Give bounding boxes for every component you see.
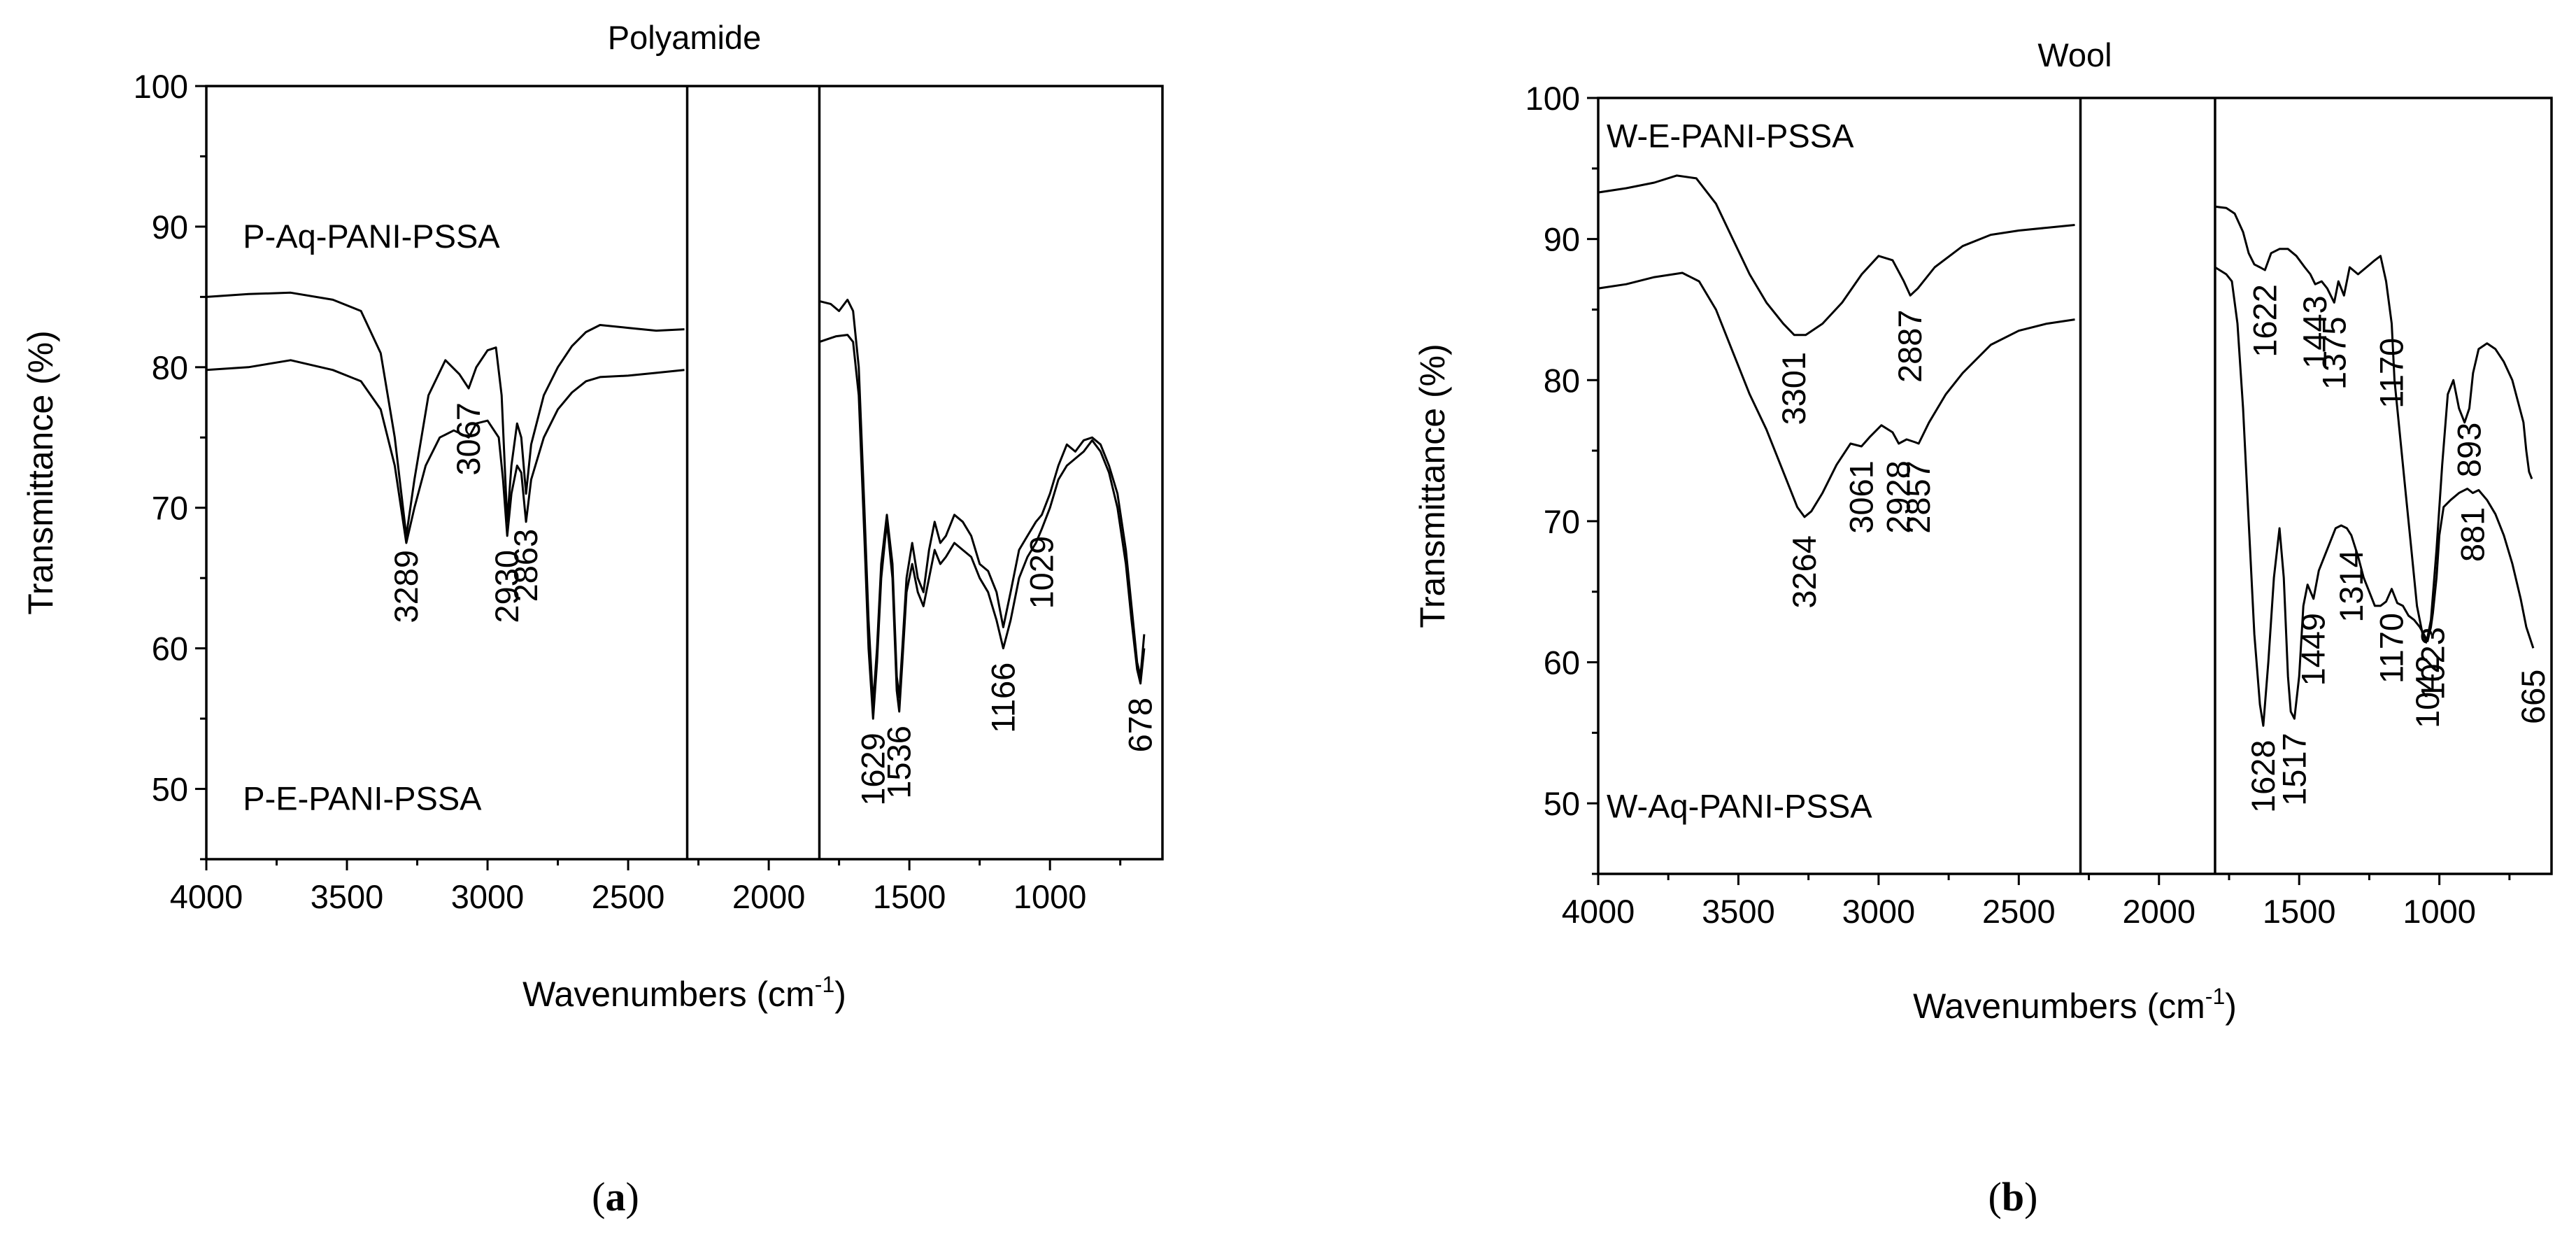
x-tick-label: 3500 <box>1702 893 1775 930</box>
x-tick-label: 1500 <box>2263 893 2336 930</box>
x-axis-title-close: ) <box>2225 987 2237 1026</box>
peak-annotation: 678 <box>1122 698 1159 752</box>
peak-annotation: 2928 <box>1880 460 1917 534</box>
peak-annotation: 1042 <box>2409 655 2446 728</box>
y-axis-title: Transmittance (%) <box>21 330 60 615</box>
x-tick-label: 1000 <box>1013 878 1087 915</box>
peak-annotation: 3264 <box>1786 535 1823 609</box>
plot-frame <box>205 85 1164 861</box>
y-tick-label: 50 <box>1544 785 1580 822</box>
series-line-p-aq-pani-pssa-segment-1 <box>206 291 685 537</box>
x-tick-label: 1000 <box>2403 893 2476 930</box>
peak-annotation: 3289 <box>387 550 425 623</box>
y-tick-label: 90 <box>1544 221 1580 258</box>
series-line-p-e-pani-pssa-segment-2 <box>819 334 1146 720</box>
panel-caption: (b) <box>1988 1174 2038 1220</box>
y-tick-label: 50 <box>152 771 188 808</box>
peak-annotation: 3301 <box>1775 352 1812 425</box>
peak-annotation: 1029 <box>1023 536 1060 609</box>
x-axis-title-superscript: -1 <box>815 972 834 997</box>
panel-caption-close: ) <box>2024 1174 2037 1220</box>
series-label: P-E-PANI-PSSA <box>243 780 482 817</box>
x-tick-label: 3000 <box>1842 893 1916 930</box>
y-axis-title: Transmittance (%) <box>1413 344 1452 628</box>
x-axis-title-main: Wavenumbers (cm <box>1913 987 2205 1026</box>
chart-title: Wool <box>2037 36 2112 73</box>
y-tick-label: 90 <box>152 209 188 246</box>
peak-annotation: 1622 <box>2246 284 2283 358</box>
peak-annotation: 1628 <box>2244 740 2282 813</box>
peak-annotation: 3067 <box>450 402 487 476</box>
x-tick-label: 2500 <box>1982 893 2056 930</box>
y-tick-label: 60 <box>1544 644 1580 681</box>
series-label: W-Aq-PANI-PSSA <box>1607 787 1872 824</box>
chart-title: Polyamide <box>608 19 761 56</box>
x-axis-title-main: Wavenumbers (cm <box>522 975 815 1014</box>
plot-frame <box>1597 97 2553 875</box>
x-tick-label: 2000 <box>732 878 806 915</box>
y-tick-label: 70 <box>152 490 188 527</box>
x-tick-label: 4000 <box>1562 893 1635 930</box>
peak-annotation: 665 <box>2514 670 2552 724</box>
y-tick-label: 100 <box>1525 80 1580 117</box>
peak-annotation: 2887 <box>1891 309 1928 383</box>
peak-annotation: 1314 <box>2333 549 2370 623</box>
chart-panel-wool: 4000 3500 3000 2500 2000 1500 1000 50 60 70 80 90 10… <box>1413 36 2553 1220</box>
panel-caption-close: ) <box>626 1174 639 1220</box>
x-tick-label: 4000 <box>170 878 243 915</box>
panel-caption-open: ( <box>592 1174 605 1220</box>
x-axis-title-close: ) <box>834 975 846 1014</box>
peak-annotation: 1449 <box>2295 613 2332 686</box>
x-axis-title: Wavenumbers (cm-1) <box>522 972 846 1014</box>
x-axis-title-superscript: -1 <box>2205 984 2225 1009</box>
chart-panel-polyamide: 4000 3500 3000 2500 2000 1500 1000 50 60 70 80 90 10… <box>21 19 1164 1220</box>
peak-annotation: 893 <box>2451 423 2488 477</box>
panel-caption-letter: b <box>2002 1174 2024 1220</box>
peak-annotation: 1443 <box>2296 295 2333 369</box>
panel-caption-letter: a <box>606 1174 626 1220</box>
peak-annotation: 1170 <box>2372 338 2410 409</box>
series-line-p-e-pani-pssa-segment-1 <box>206 359 685 544</box>
peak-annotation: 2857 <box>1900 460 1937 534</box>
x-tick-label: 3500 <box>311 878 384 915</box>
y-tick-label: 80 <box>1544 362 1580 399</box>
panel-caption: (a) <box>592 1174 639 1220</box>
peak-annotation: 881 <box>2454 507 2491 562</box>
series-line-w-aq-pani-pssa-segment-2 <box>2214 266 2535 727</box>
x-axis-title: Wavenumbers (cm-1) <box>1913 984 2237 1026</box>
peak-annotation: 1166 <box>984 663 1021 733</box>
series-line-w-aq-pani-pssa-segment-1 <box>1597 271 2075 518</box>
peak-annotation: 1375 <box>2315 317 2352 390</box>
peak-annotation: 1517 <box>2275 733 2312 806</box>
peak-annotation: 2863 <box>507 529 544 602</box>
y-tick-label: 80 <box>152 349 188 386</box>
peak-annotation: 1629 <box>854 733 891 806</box>
peak-annotation: 3061 <box>1842 460 1879 534</box>
peak-annotation: 2930 <box>488 550 525 623</box>
x-tick-label: 2500 <box>592 878 665 915</box>
peak-annotation: 1536 <box>881 726 918 799</box>
y-tick-label: 70 <box>1544 503 1580 540</box>
x-tick-label: 2000 <box>2122 893 2196 930</box>
series-line-w-e-pani-pssa-segment-2 <box>2214 205 2533 642</box>
series-label: W-E-PANI-PSSA <box>1607 118 1854 155</box>
series-line-w-e-pani-pssa-segment-1 <box>1597 174 2075 337</box>
panel-caption-open: ( <box>1988 1174 2002 1220</box>
peak-annotation: 1023 <box>2414 627 2451 700</box>
peak-annotation: 1170 <box>2372 613 2410 684</box>
x-tick-label: 3000 <box>451 878 525 915</box>
series-label: P-Aq-PANI-PSSA <box>243 218 500 255</box>
y-tick-label: 60 <box>152 630 188 667</box>
x-tick-label: 1500 <box>873 878 946 915</box>
y-tick-label: 100 <box>134 68 188 105</box>
